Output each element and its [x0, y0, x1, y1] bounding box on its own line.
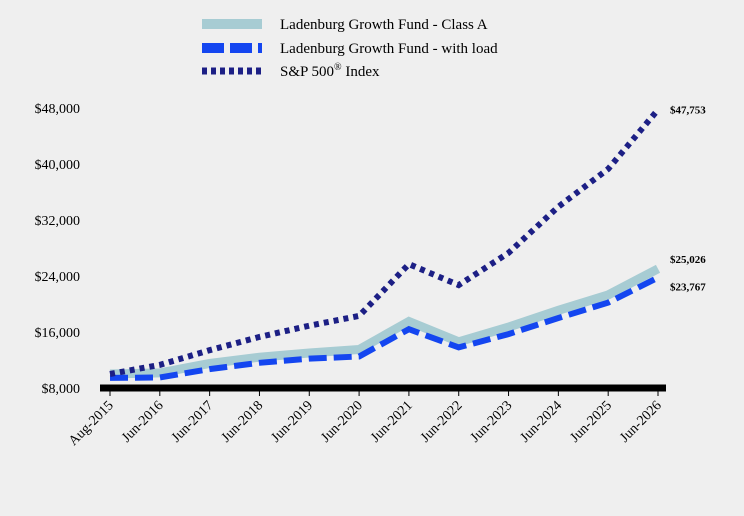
legend-label-1: Ladenburg Growth Fund - Class A: [280, 17, 488, 33]
x-tick-label: Jun-2021: [368, 398, 415, 445]
y-tick-label: $48,000: [35, 102, 81, 117]
series-layer: [109, 107, 661, 381]
legend-label-3: S&P 500® Index: [280, 62, 380, 80]
y-tick-label: $24,000: [35, 270, 81, 285]
x-tick-label: Jun-2022: [418, 398, 465, 445]
y-tick-label: $8,000: [42, 382, 81, 397]
x-tick-label: Jun-2020: [318, 398, 365, 445]
y-axis: $8,000 $16,000 $24,000 $32,000 $40,000 $48,00…: [35, 102, 81, 397]
x-tick-label: Jun-2018: [219, 398, 266, 445]
x-tick-label: Aug-2015: [66, 398, 117, 449]
y-tick-label: $40,000: [35, 158, 81, 173]
end-value-label-3: $47,753: [670, 105, 706, 117]
y-tick-label: $32,000: [35, 214, 81, 229]
series-line-3: [109, 107, 661, 377]
x-tick-label: Jun-2016: [119, 398, 166, 445]
legend: Ladenburg Growth Fund - Class A Ladenburg…: [202, 17, 498, 80]
x-tick-label: Jun-2025: [568, 398, 615, 445]
x-tick-label: Jun-2024: [518, 398, 565, 445]
series-line-2: [109, 274, 660, 381]
x-tick-label: Jun-2019: [269, 398, 316, 445]
x-tick-label: Jun-2026: [617, 398, 664, 445]
end-value-label-2: $23,767: [670, 282, 706, 294]
end-value-label-1: $25,026: [670, 254, 706, 266]
y-tick-label: $16,000: [35, 326, 81, 341]
legend-label-2: Ladenburg Growth Fund - with load: [280, 41, 498, 57]
x-axis: Aug-2015 Jun-2016 Jun-2017 Jun-2018 Jun-2019…: [66, 384, 666, 449]
x-tick-label: Jun-2023: [468, 398, 515, 445]
x-tick-label: Jun-2017: [169, 398, 216, 445]
series-line-1: [109, 264, 661, 379]
end-labels: $25,026 $23,767 $47,753: [670, 105, 706, 294]
